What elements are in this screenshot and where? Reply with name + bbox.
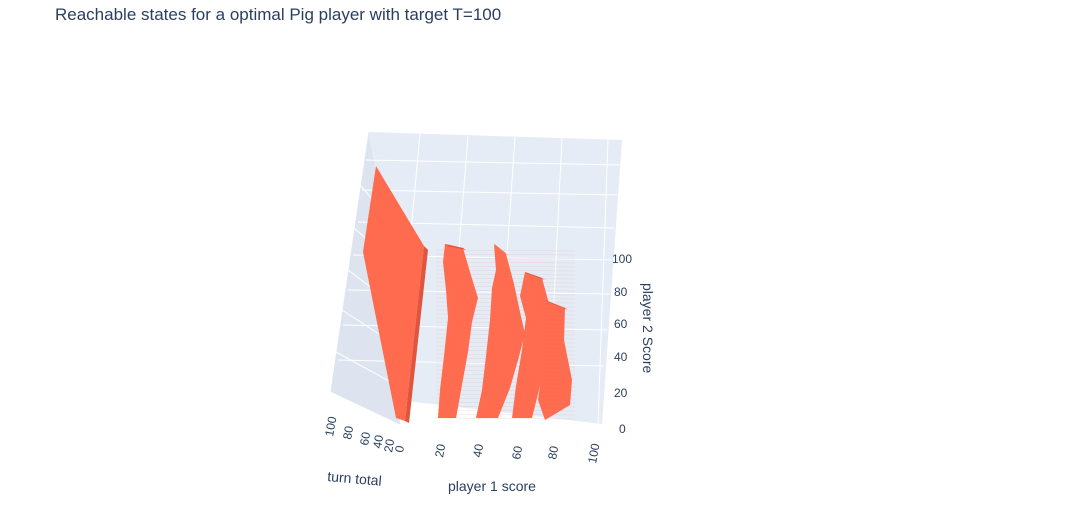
band-20 [438, 244, 478, 418]
voxel-texture-line [435, 313, 576, 316]
voxel-texture-line [435, 249, 576, 252]
voxel-texture-line [435, 293, 576, 296]
z-axis-title: player 2 Score [640, 283, 656, 373]
voxel-texture-line [435, 305, 576, 308]
voxel-texture-line [435, 269, 576, 272]
voxel-texture-line [435, 397, 576, 400]
voxel-texture-line [435, 357, 576, 360]
voxel-texture-line [435, 325, 576, 328]
x-tick: 20 [432, 443, 448, 459]
voxel-texture-line [435, 265, 576, 268]
voxel-texture-line [435, 409, 576, 412]
voxel-texture-line [435, 405, 576, 408]
voxel-texture-line [435, 253, 576, 256]
z-tick: 40 [614, 350, 628, 364]
voxel-texture-line [435, 333, 576, 336]
voxel-texture-line [435, 393, 576, 396]
band-65-shade [525, 272, 545, 280]
voxel-texture-line [435, 377, 576, 380]
band-45-shade [494, 244, 509, 256]
z-tick: 0 [619, 422, 626, 436]
voxel-texture-line [435, 329, 576, 332]
voxel-texture-line [435, 389, 576, 392]
voxel-texture-line [435, 261, 576, 264]
voxel-texture-line [435, 321, 576, 324]
y-axis-ticks: 100 80 60 40 20 0 [322, 415, 407, 453]
voxel-texture-line [435, 373, 576, 376]
y-tick: 0 [392, 444, 407, 453]
y-tick: 60 [357, 431, 373, 447]
voxel-texture-line [435, 381, 576, 384]
voxel-texture-line [435, 349, 576, 352]
voxel-texture-line [435, 365, 576, 368]
voxel-texture-line [435, 257, 576, 260]
x-tick: 100 [585, 442, 602, 464]
voxel-texture-line [435, 345, 576, 348]
voxel-texture-line [435, 337, 576, 340]
x-axis-ticks: 20 40 60 80 100 [432, 442, 602, 464]
voxel-texture-line [435, 273, 576, 276]
y-tick: 80 [340, 425, 356, 441]
voxel-texture-line [435, 285, 576, 288]
band-80 [538, 300, 572, 420]
p1-zero-wall [363, 166, 424, 421]
y-tick: 20 [381, 438, 397, 454]
reachable-states-voxels [363, 166, 576, 423]
voxel-texture-line [435, 369, 576, 372]
x-tick: 60 [509, 445, 525, 461]
x-tick: 80 [545, 445, 561, 461]
z-tick: 20 [614, 386, 628, 400]
voxel-texture-line [435, 417, 576, 420]
voxel-texture-line [435, 401, 576, 404]
z-axis-ticks: 100 80 60 40 20 0 [612, 252, 632, 436]
voxel-texture-line [435, 281, 576, 284]
voxel-texture-line [435, 385, 576, 388]
z-tick: 80 [614, 285, 628, 299]
y-tick: 40 [370, 434, 386, 450]
y-tick: 100 [322, 415, 339, 437]
voxel-texture-line [435, 277, 576, 280]
band-65 [512, 272, 552, 418]
x-tick: 40 [470, 443, 486, 459]
p1-zero-wall-edge [405, 246, 428, 423]
voxel-texture-line [435, 301, 576, 304]
band-20-shade [445, 244, 466, 250]
voxel-texture-line [435, 309, 576, 312]
band-45 [476, 244, 525, 418]
z-tick: 60 [614, 317, 628, 331]
voxel-texture-line [435, 353, 576, 356]
y-axis-title: turn total [327, 468, 383, 489]
voxel-texture-line [435, 297, 576, 300]
z-tick: 100 [612, 252, 632, 266]
voxel-texture-line [435, 361, 576, 364]
voxel-texture-line [435, 317, 576, 320]
voxel-texture-line [435, 289, 576, 292]
voxel-texture-line [435, 341, 576, 344]
band-80-shade [545, 300, 568, 310]
chart-title: Reachable states for a optimal Pig playe… [55, 5, 502, 24]
x-axis-title: player 1 score [448, 478, 536, 494]
voxel-texture-line [435, 413, 576, 416]
